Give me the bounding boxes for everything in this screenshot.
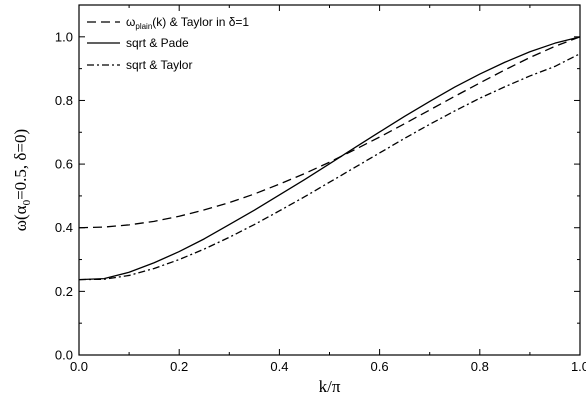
legend-label-solid: sqrt & Pade	[126, 36, 189, 50]
legend-label-dashdot: sqrt & Taylor	[126, 58, 192, 72]
y-tick-label: 0.0	[55, 348, 73, 363]
series-line-solid	[78, 36, 581, 281]
legend: ωplain(k) & Taylor in δ=1 sqrt & Pade sq…	[87, 15, 249, 72]
y-axis-title: ω(α0=0.5, δ=0)	[11, 129, 33, 231]
x-tick-label: 0.4	[270, 359, 288, 374]
x-tick-label: 0.2	[170, 359, 188, 374]
x-tick-label: 0.6	[371, 359, 389, 374]
legend-label-dashed-pre: ω	[126, 15, 135, 29]
y-axis-title-post: =0.5, δ=0)	[11, 129, 30, 200]
series-line-dashdot	[78, 53, 581, 281]
series-line-dashed	[78, 36, 581, 229]
y-tick-label: 1.0	[55, 29, 73, 44]
legend-label-dashed-post: (k) & Taylor in δ=1	[152, 15, 249, 29]
y-tick-label: 0.8	[55, 93, 73, 108]
x-tick-label: 0.0	[70, 359, 88, 374]
legend-label-dashed: ωplain(k) & Taylor in δ=1	[126, 15, 249, 31]
series-layer	[78, 36, 581, 281]
legend-label-dashed-sub: plain	[135, 22, 152, 31]
y-tick-label: 0.2	[55, 284, 73, 299]
ticks-layer: 0.0 0.2 0.4 0.6 0.8 1.0 0.0 0.2 0.4 0.6 0.8 1.0	[55, 5, 586, 374]
x-axis-title: k/π	[319, 377, 341, 396]
y-axis-title-pre: ω(α	[11, 205, 30, 231]
y-tick-label: 0.4	[55, 220, 73, 235]
x-tick-label: 0.8	[471, 359, 489, 374]
x-tick-label: 1.0	[571, 359, 586, 374]
y-tick-label: 0.6	[55, 157, 73, 172]
y-axis-title-sub: 0	[21, 199, 33, 205]
